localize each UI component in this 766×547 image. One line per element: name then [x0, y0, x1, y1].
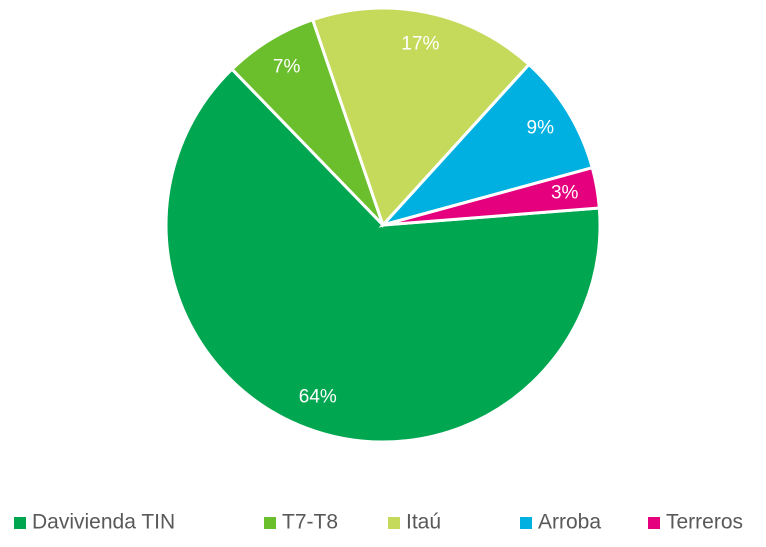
data-label: 3%	[551, 182, 579, 203]
legend-swatch	[520, 517, 532, 529]
legend-swatch	[264, 517, 276, 529]
legend-swatch	[14, 517, 26, 529]
legend-label: T7-T8	[282, 511, 338, 534]
pie-slice	[378, 62, 595, 228]
data-label: 9%	[527, 118, 555, 139]
legend-label: Terreros	[666, 511, 743, 534]
data-label: 17%	[401, 33, 439, 54]
data-label: 64%	[299, 387, 337, 408]
data-label: 7%	[273, 57, 301, 78]
legend-swatch	[388, 517, 400, 529]
pie-slice	[310, 6, 532, 228]
pie-slice	[382, 165, 601, 227]
legend-label: Itaú	[406, 511, 441, 534]
pie-slice	[164, 67, 602, 444]
legend-swatch	[648, 517, 660, 529]
legend-label: Arroba	[538, 511, 601, 534]
legend-label: Davivienda TIN	[32, 511, 175, 534]
